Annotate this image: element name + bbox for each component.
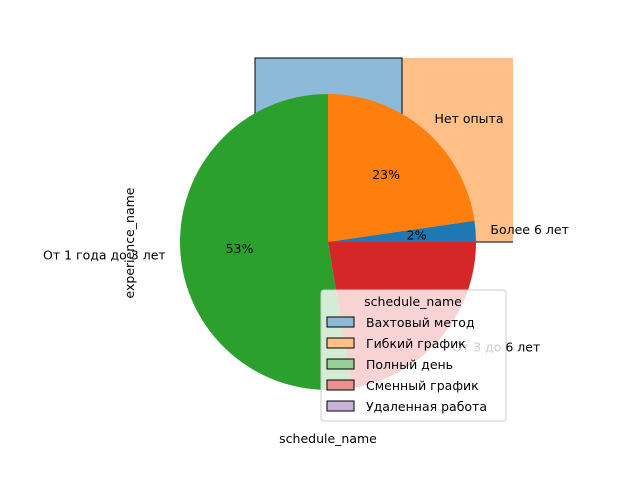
slice-percent-label: 23%: [372, 167, 400, 182]
legend: schedule_name Вахтовый метод Гибкий графи…: [320, 289, 507, 422]
slice-category-label: Нет опыта: [435, 111, 504, 126]
legend-entry-label: Сменный график: [366, 378, 479, 393]
legend-swatch: [326, 316, 355, 328]
legend-entry-label: Удаленная работа: [366, 399, 487, 414]
pie-slice: [180, 94, 353, 390]
slice-category-label: От 1 года до 3 лет: [43, 247, 166, 262]
slice-percent-label: 2%: [407, 228, 427, 243]
legend-entry-label: Полный день: [366, 357, 453, 372]
legend-entry-label: Вахтовый метод: [366, 315, 475, 330]
x-axis-label: schedule_name: [279, 431, 377, 446]
legend-swatch: [326, 358, 355, 370]
legend-frame: [320, 289, 507, 422]
slice-category-label: Более 6 лет: [490, 222, 568, 237]
legend-swatch: [326, 379, 355, 391]
percent-labels: 2% 23% 53%: [226, 167, 427, 256]
pie-slice: [328, 94, 475, 242]
legend-entries: Вахтовый метод Гибкий график Полный день См…: [326, 315, 487, 414]
legend-entry-label: Гибкий график: [366, 336, 466, 351]
slice-percent-label: 53%: [226, 241, 254, 256]
pie-slice: [328, 220, 476, 242]
legend-title: schedule_name: [364, 294, 462, 309]
legend-swatch: [326, 337, 355, 349]
legend-swatch: [326, 400, 355, 412]
y-axis-label: experience_name: [122, 187, 137, 298]
